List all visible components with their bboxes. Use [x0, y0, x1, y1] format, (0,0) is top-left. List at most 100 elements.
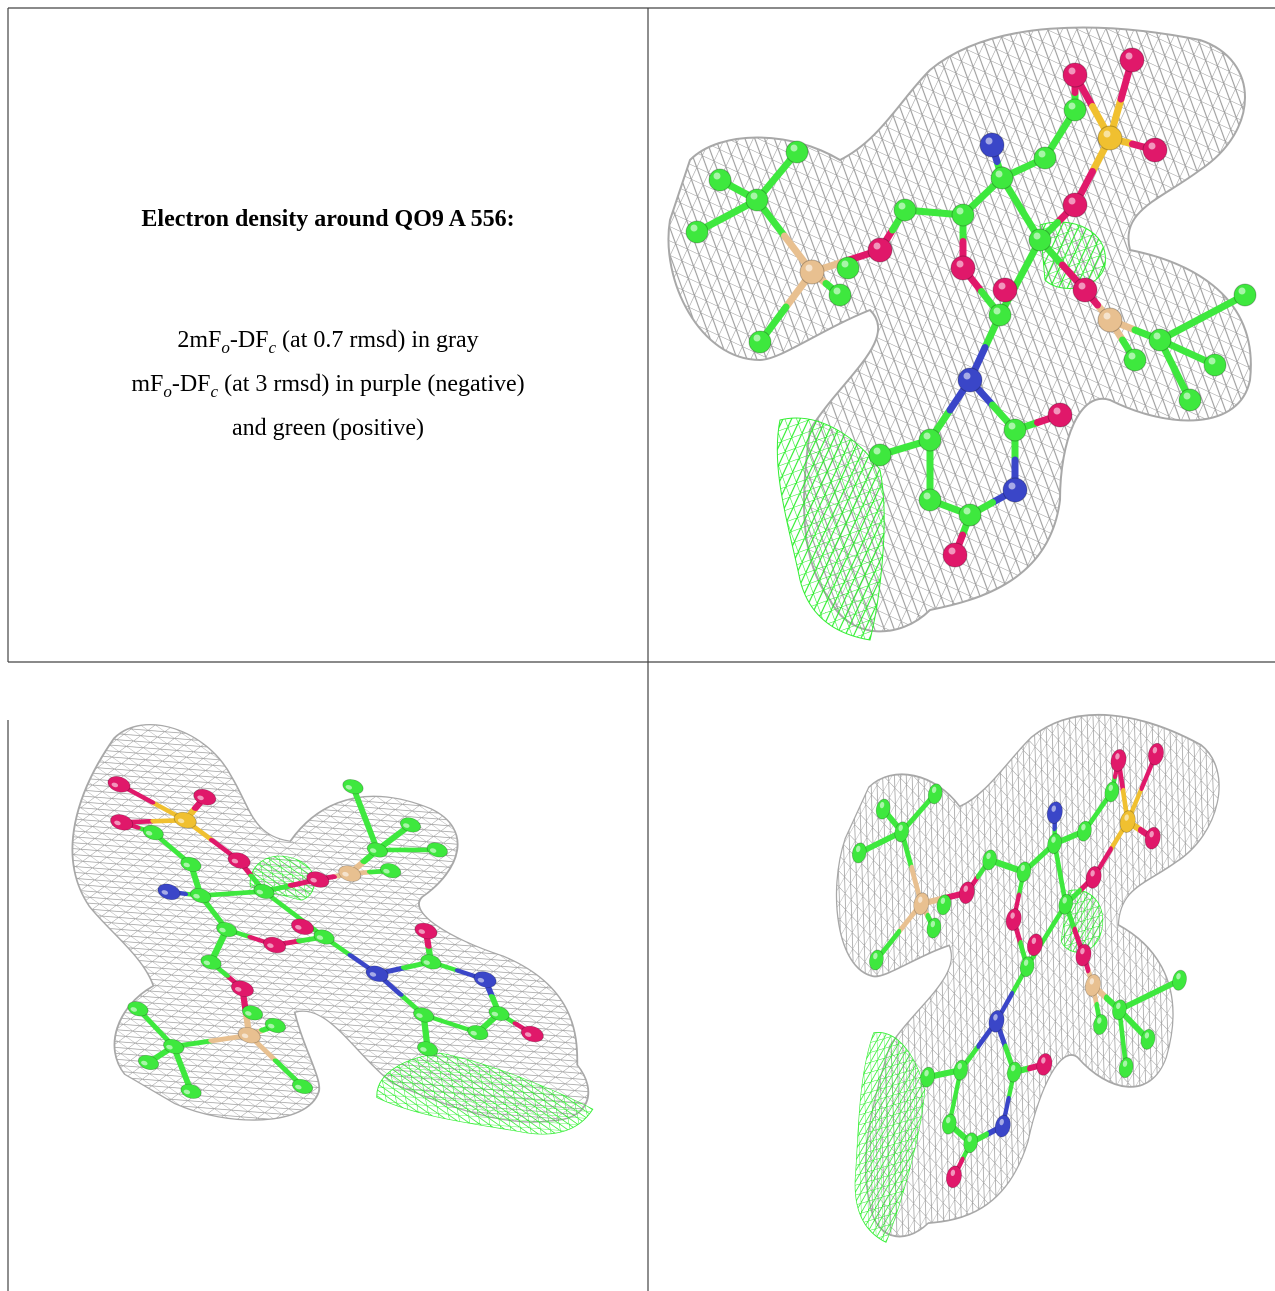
atom-highlight: [841, 260, 849, 268]
atom: [1142, 137, 1168, 163]
atom: [979, 132, 1005, 158]
subscript: o: [163, 381, 172, 401]
text-segment: and green (positive): [232, 414, 424, 441]
atom-highlight: [1208, 357, 1216, 365]
atom: [918, 488, 942, 512]
atom-highlight: [898, 202, 906, 210]
caption-line: and green (positive): [10, 410, 646, 447]
atom-highlight: [1128, 352, 1136, 360]
atom-highlight: [790, 144, 798, 152]
atom-highlight: [1053, 407, 1061, 415]
atom: [942, 542, 968, 568]
caption-lines: 2mFo-DFc (at 0.7 rmsd) in gray mFo-DFc (a…: [10, 322, 646, 447]
atom-highlight: [993, 307, 1001, 315]
atom: [1062, 192, 1088, 218]
atom: [1119, 47, 1145, 73]
atom: [745, 188, 769, 212]
atom-highlight: [1008, 482, 1016, 490]
atom-highlight: [985, 137, 993, 145]
atom: [828, 283, 852, 307]
atom-highlight: [873, 242, 881, 250]
text-segment: (at 3 rmsd) in purple (negative): [218, 370, 525, 397]
atom: [1233, 283, 1257, 307]
atom: [708, 168, 732, 192]
atom-highlight: [1068, 67, 1076, 75]
caption-line: 2mFo-DFc (at 0.7 rmsd) in gray: [10, 322, 646, 366]
molecule: [667, 26, 1257, 641]
atom-highlight: [948, 547, 956, 555]
atom-highlight: [750, 192, 758, 200]
density-render-2: [1, 702, 667, 1228]
atom: [992, 277, 1018, 303]
atom-highlight: [1103, 130, 1111, 138]
atom: [1097, 125, 1123, 151]
atom: [1002, 477, 1028, 503]
atom-highlight: [963, 507, 971, 515]
positive-mesh: [776, 417, 885, 641]
atom: [893, 198, 917, 222]
atom-highlight: [1183, 392, 1191, 400]
subscript: c: [210, 381, 219, 401]
text-segment: -DF: [171, 370, 211, 397]
atom: [1047, 402, 1073, 428]
atom-highlight: [833, 287, 841, 295]
atom: [957, 367, 983, 393]
text-segment: -DF: [229, 327, 269, 353]
atom: [1072, 277, 1098, 303]
atom-highlight: [1103, 312, 1111, 320]
atom: [958, 503, 982, 527]
atom: [1062, 62, 1088, 88]
atom: [785, 140, 809, 164]
atom-highlight: [1068, 102, 1076, 110]
atom-highlight: [923, 432, 931, 440]
caption-line: mFo-DFc (at 3 rmsd) in purple (negative): [10, 366, 646, 410]
table-borders: [7, 7, 1275, 1291]
atom-highlight: [963, 372, 971, 380]
atom-highlight: [753, 334, 761, 342]
atom: [867, 237, 893, 263]
atom: [1028, 228, 1052, 252]
atom: [988, 303, 1012, 327]
atom-highlight: [923, 492, 931, 500]
atom-highlight: [998, 282, 1006, 290]
atom-highlight: [1008, 422, 1016, 430]
text-segment: 2mF: [177, 327, 222, 353]
subscript: o: [221, 337, 230, 357]
atom-highlight: [690, 224, 698, 232]
density-render-3: [764, 665, 1237, 1291]
atom-highlight: [995, 170, 1003, 178]
atom: [1203, 353, 1227, 377]
atom-highlight: [956, 207, 964, 215]
atom-highlight: [1038, 150, 1046, 158]
atom: [951, 203, 975, 227]
subscript: c: [268, 337, 277, 357]
atom: [1178, 388, 1202, 412]
atom: [868, 443, 892, 467]
atom: [918, 428, 942, 452]
atom-highlight: [1238, 287, 1246, 295]
atom: [1097, 307, 1123, 333]
text-segment: mF: [131, 370, 164, 397]
atom-highlight: [713, 172, 721, 180]
atom: [990, 166, 1014, 190]
atom-highlight: [1078, 282, 1086, 290]
atom-highlight: [805, 264, 813, 272]
caption-title: Electron density around QO9 A 556:: [141, 206, 515, 232]
atom-highlight: [1068, 197, 1076, 205]
atom-highlight: [1125, 52, 1133, 60]
atom: [1123, 348, 1147, 372]
atom-highlight: [873, 447, 881, 455]
atom-highlight: [1148, 142, 1156, 150]
atom: [799, 259, 825, 285]
atom: [748, 330, 772, 354]
atom-highlight: [956, 260, 964, 268]
positive-mesh: [1039, 221, 1106, 289]
atom: [1003, 418, 1027, 442]
atom: [685, 220, 709, 244]
atom: [950, 255, 976, 281]
atom: [836, 256, 860, 280]
atom-highlight: [1153, 332, 1161, 340]
atom: [1063, 98, 1087, 122]
atom: [1148, 328, 1172, 352]
